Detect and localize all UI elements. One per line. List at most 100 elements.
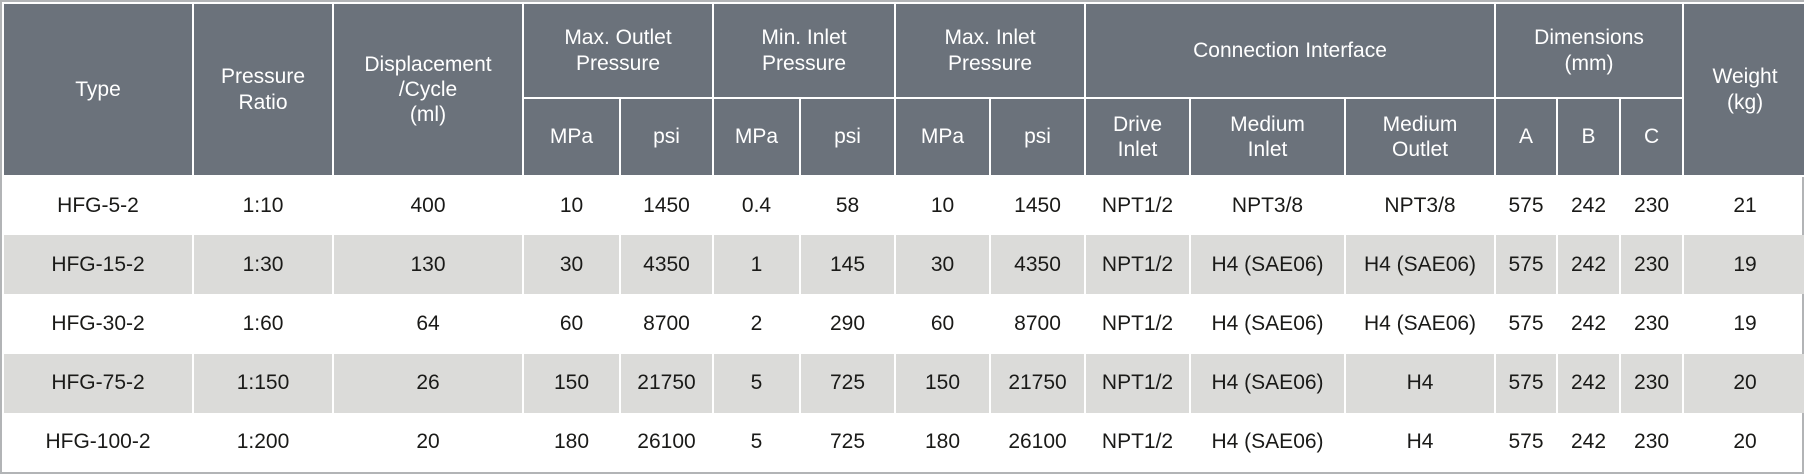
col-header-drive-inlet: Drive Inlet	[1084, 97, 1192, 177]
col-header-dimensions: Dimensions (mm)	[1494, 2, 1685, 99]
cell-max-outlet-psi: 26100	[619, 412, 714, 472]
cell-weight: 19	[1682, 235, 1804, 295]
table-body: HFG-5-2 1:10 400 10 1450 0.4 58 10 1450 …	[2, 176, 1804, 472]
cell-max-outlet-mpa: 150	[522, 353, 621, 413]
cell-dim-a: 575	[1494, 294, 1559, 354]
cell-min-inlet-mpa: 2	[712, 294, 801, 354]
table-row: HFG-30-2 1:60 64 60 8700 2 290 60 8700 N…	[2, 294, 1804, 354]
cell-drive-inlet: NPT1/2	[1084, 412, 1192, 472]
cell-max-outlet-mpa: 60	[522, 294, 621, 354]
cell-max-inlet-mpa: 10	[894, 176, 992, 236]
cell-pressure-ratio: 1:150	[192, 353, 334, 413]
cell-dim-c: 230	[1619, 412, 1685, 472]
cell-dim-a: 575	[1494, 353, 1559, 413]
col-header-min-inlet-mpa: MPa	[712, 97, 801, 177]
col-header-medium-inlet: Medium Inlet	[1189, 97, 1347, 177]
col-header-pressure-ratio: Pressure Ratio	[192, 2, 334, 177]
cell-displacement: 130	[332, 235, 524, 295]
cell-dim-a: 575	[1494, 412, 1559, 472]
table-row: HFG-100-2 1:200 20 180 26100 5 725 180 2…	[2, 412, 1804, 472]
cell-medium-inlet: NPT3/8	[1189, 176, 1347, 236]
cell-min-inlet-psi: 290	[798, 294, 897, 354]
cell-max-outlet-psi: 21750	[619, 353, 714, 413]
cell-dim-c: 230	[1619, 176, 1685, 236]
cell-medium-inlet: H4 (SAE06)	[1189, 353, 1347, 413]
cell-min-inlet-mpa: 5	[712, 353, 801, 413]
cell-medium-outlet: NPT3/8	[1344, 176, 1497, 236]
table-header: Type Pressure Ratio Displacement /Cycle …	[2, 2, 1804, 177]
col-header-medium-outlet: Medium Outlet	[1344, 97, 1497, 177]
col-header-dim-c: C	[1619, 97, 1685, 177]
cell-dim-a: 575	[1494, 235, 1559, 295]
cell-medium-inlet: H4 (SAE06)	[1189, 412, 1347, 472]
cell-min-inlet-psi: 725	[798, 353, 897, 413]
cell-max-outlet-psi: 1450	[619, 176, 714, 236]
cell-drive-inlet: NPT1/2	[1084, 353, 1192, 413]
cell-min-inlet-psi: 58	[798, 176, 897, 236]
col-header-max-inlet-psi: psi	[989, 97, 1087, 177]
cell-displacement: 400	[332, 176, 524, 236]
cell-max-outlet-mpa: 30	[522, 235, 621, 295]
col-header-connection-interface: Connection Interface	[1084, 2, 1497, 99]
col-header-dim-b: B	[1556, 97, 1622, 177]
cell-dim-b: 242	[1556, 412, 1622, 472]
cell-pressure-ratio: 1:10	[192, 176, 334, 236]
cell-medium-outlet: H4	[1344, 412, 1497, 472]
cell-medium-outlet: H4 (SAE06)	[1344, 294, 1497, 354]
cell-dim-b: 242	[1556, 235, 1622, 295]
col-header-max-inlet-mpa: MPa	[894, 97, 992, 177]
cell-medium-inlet: H4 (SAE06)	[1189, 235, 1347, 295]
header-sub-row: MPa psi MPa psi MPa psi Drive Inlet Medi…	[3, 97, 1804, 177]
cell-weight: 20	[1682, 412, 1804, 472]
cell-max-outlet-psi: 8700	[619, 294, 714, 354]
cell-dim-a: 575	[1494, 176, 1559, 236]
cell-max-inlet-mpa: 60	[894, 294, 992, 354]
cell-max-inlet-psi: 8700	[989, 294, 1087, 354]
cell-min-inlet-psi: 725	[798, 412, 897, 472]
cell-min-inlet-mpa: 0.4	[712, 176, 801, 236]
col-header-min-inlet-pressure: Min. Inlet Pressure	[711, 2, 897, 99]
cell-dim-c: 230	[1619, 353, 1685, 413]
col-header-dim-a: A	[1494, 97, 1559, 177]
cell-max-inlet-mpa: 150	[894, 353, 992, 413]
cell-max-inlet-psi: 21750	[989, 353, 1087, 413]
table-row: HFG-5-2 1:10 400 10 1450 0.4 58 10 1450 …	[2, 176, 1804, 236]
cell-max-inlet-psi: 1450	[989, 176, 1087, 236]
cell-dim-b: 242	[1556, 353, 1622, 413]
cell-displacement: 64	[332, 294, 524, 354]
cell-dim-b: 242	[1556, 294, 1622, 354]
col-header-max-outlet-psi: psi	[619, 97, 714, 177]
cell-min-inlet-mpa: 1	[712, 235, 801, 295]
cell-type: HFG-100-2	[2, 412, 194, 472]
col-header-min-inlet-psi: psi	[798, 97, 897, 177]
cell-type: HFG-75-2	[2, 353, 194, 413]
cell-pressure-ratio: 1:60	[192, 294, 334, 354]
col-header-type: Type	[2, 2, 194, 177]
cell-type: HFG-30-2	[2, 294, 194, 354]
cell-weight: 20	[1682, 353, 1804, 413]
header-group-row: Type Pressure Ratio Displacement /Cycle …	[2, 2, 1804, 177]
col-header-max-inlet-pressure: Max. Inlet Pressure	[894, 2, 1087, 99]
cell-dim-c: 230	[1619, 235, 1685, 295]
col-header-max-outlet-mpa: MPa	[522, 97, 621, 177]
cell-min-inlet-psi: 145	[798, 235, 897, 295]
cell-max-inlet-mpa: 180	[894, 412, 992, 472]
col-header-displacement-cycle: Displacement /Cycle (ml)	[332, 2, 524, 177]
table-row: HFG-75-2 1:150 26 150 21750 5 725 150 21…	[2, 353, 1804, 413]
col-header-weight: Weight (kg)	[1682, 2, 1804, 177]
table-row: HFG-15-2 1:30 130 30 4350 1 145 30 4350 …	[2, 235, 1804, 295]
cell-max-outlet-mpa: 10	[522, 176, 621, 236]
cell-displacement: 26	[332, 353, 524, 413]
cell-medium-outlet: H4	[1344, 353, 1497, 413]
cell-drive-inlet: NPT1/2	[1084, 294, 1192, 354]
cell-dim-c: 230	[1619, 294, 1685, 354]
cell-max-inlet-psi: 4350	[989, 235, 1087, 295]
cell-pressure-ratio: 1:30	[192, 235, 334, 295]
cell-max-outlet-mpa: 180	[522, 412, 621, 472]
cell-weight: 19	[1682, 294, 1804, 354]
cell-drive-inlet: NPT1/2	[1084, 235, 1192, 295]
cell-max-inlet-psi: 26100	[989, 412, 1087, 472]
cell-max-outlet-psi: 4350	[619, 235, 714, 295]
